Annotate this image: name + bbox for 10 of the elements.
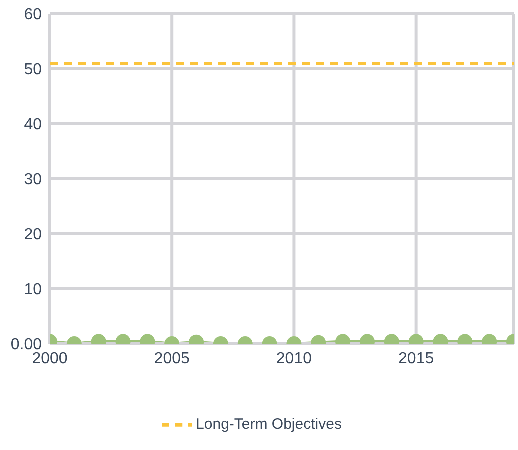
legend-label: Long-Term Objectives xyxy=(196,416,342,433)
y-tick-label: 10 xyxy=(24,282,42,299)
y-tick-label: 50 xyxy=(24,62,42,79)
x-tick-label: 2010 xyxy=(276,350,312,368)
y-tick-label: 60 xyxy=(24,6,42,24)
y-tick-label: 20 xyxy=(24,226,42,244)
x-tick-label: 2015 xyxy=(398,350,434,368)
y-tick-label: 40 xyxy=(24,116,42,134)
y-tick-label: 30 xyxy=(24,172,42,189)
x-tick-label: 2005 xyxy=(154,350,190,368)
